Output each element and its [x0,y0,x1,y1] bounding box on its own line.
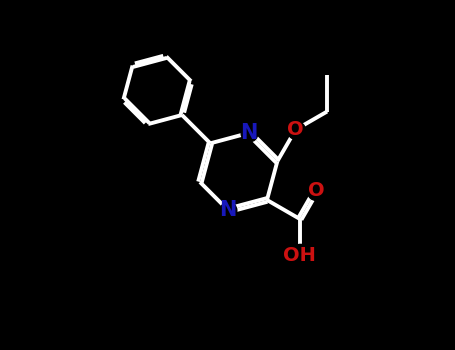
Text: N: N [220,200,237,220]
Text: O: O [287,120,304,139]
Text: N: N [240,123,258,143]
Text: O: O [308,181,324,200]
Text: OH: OH [283,246,316,265]
